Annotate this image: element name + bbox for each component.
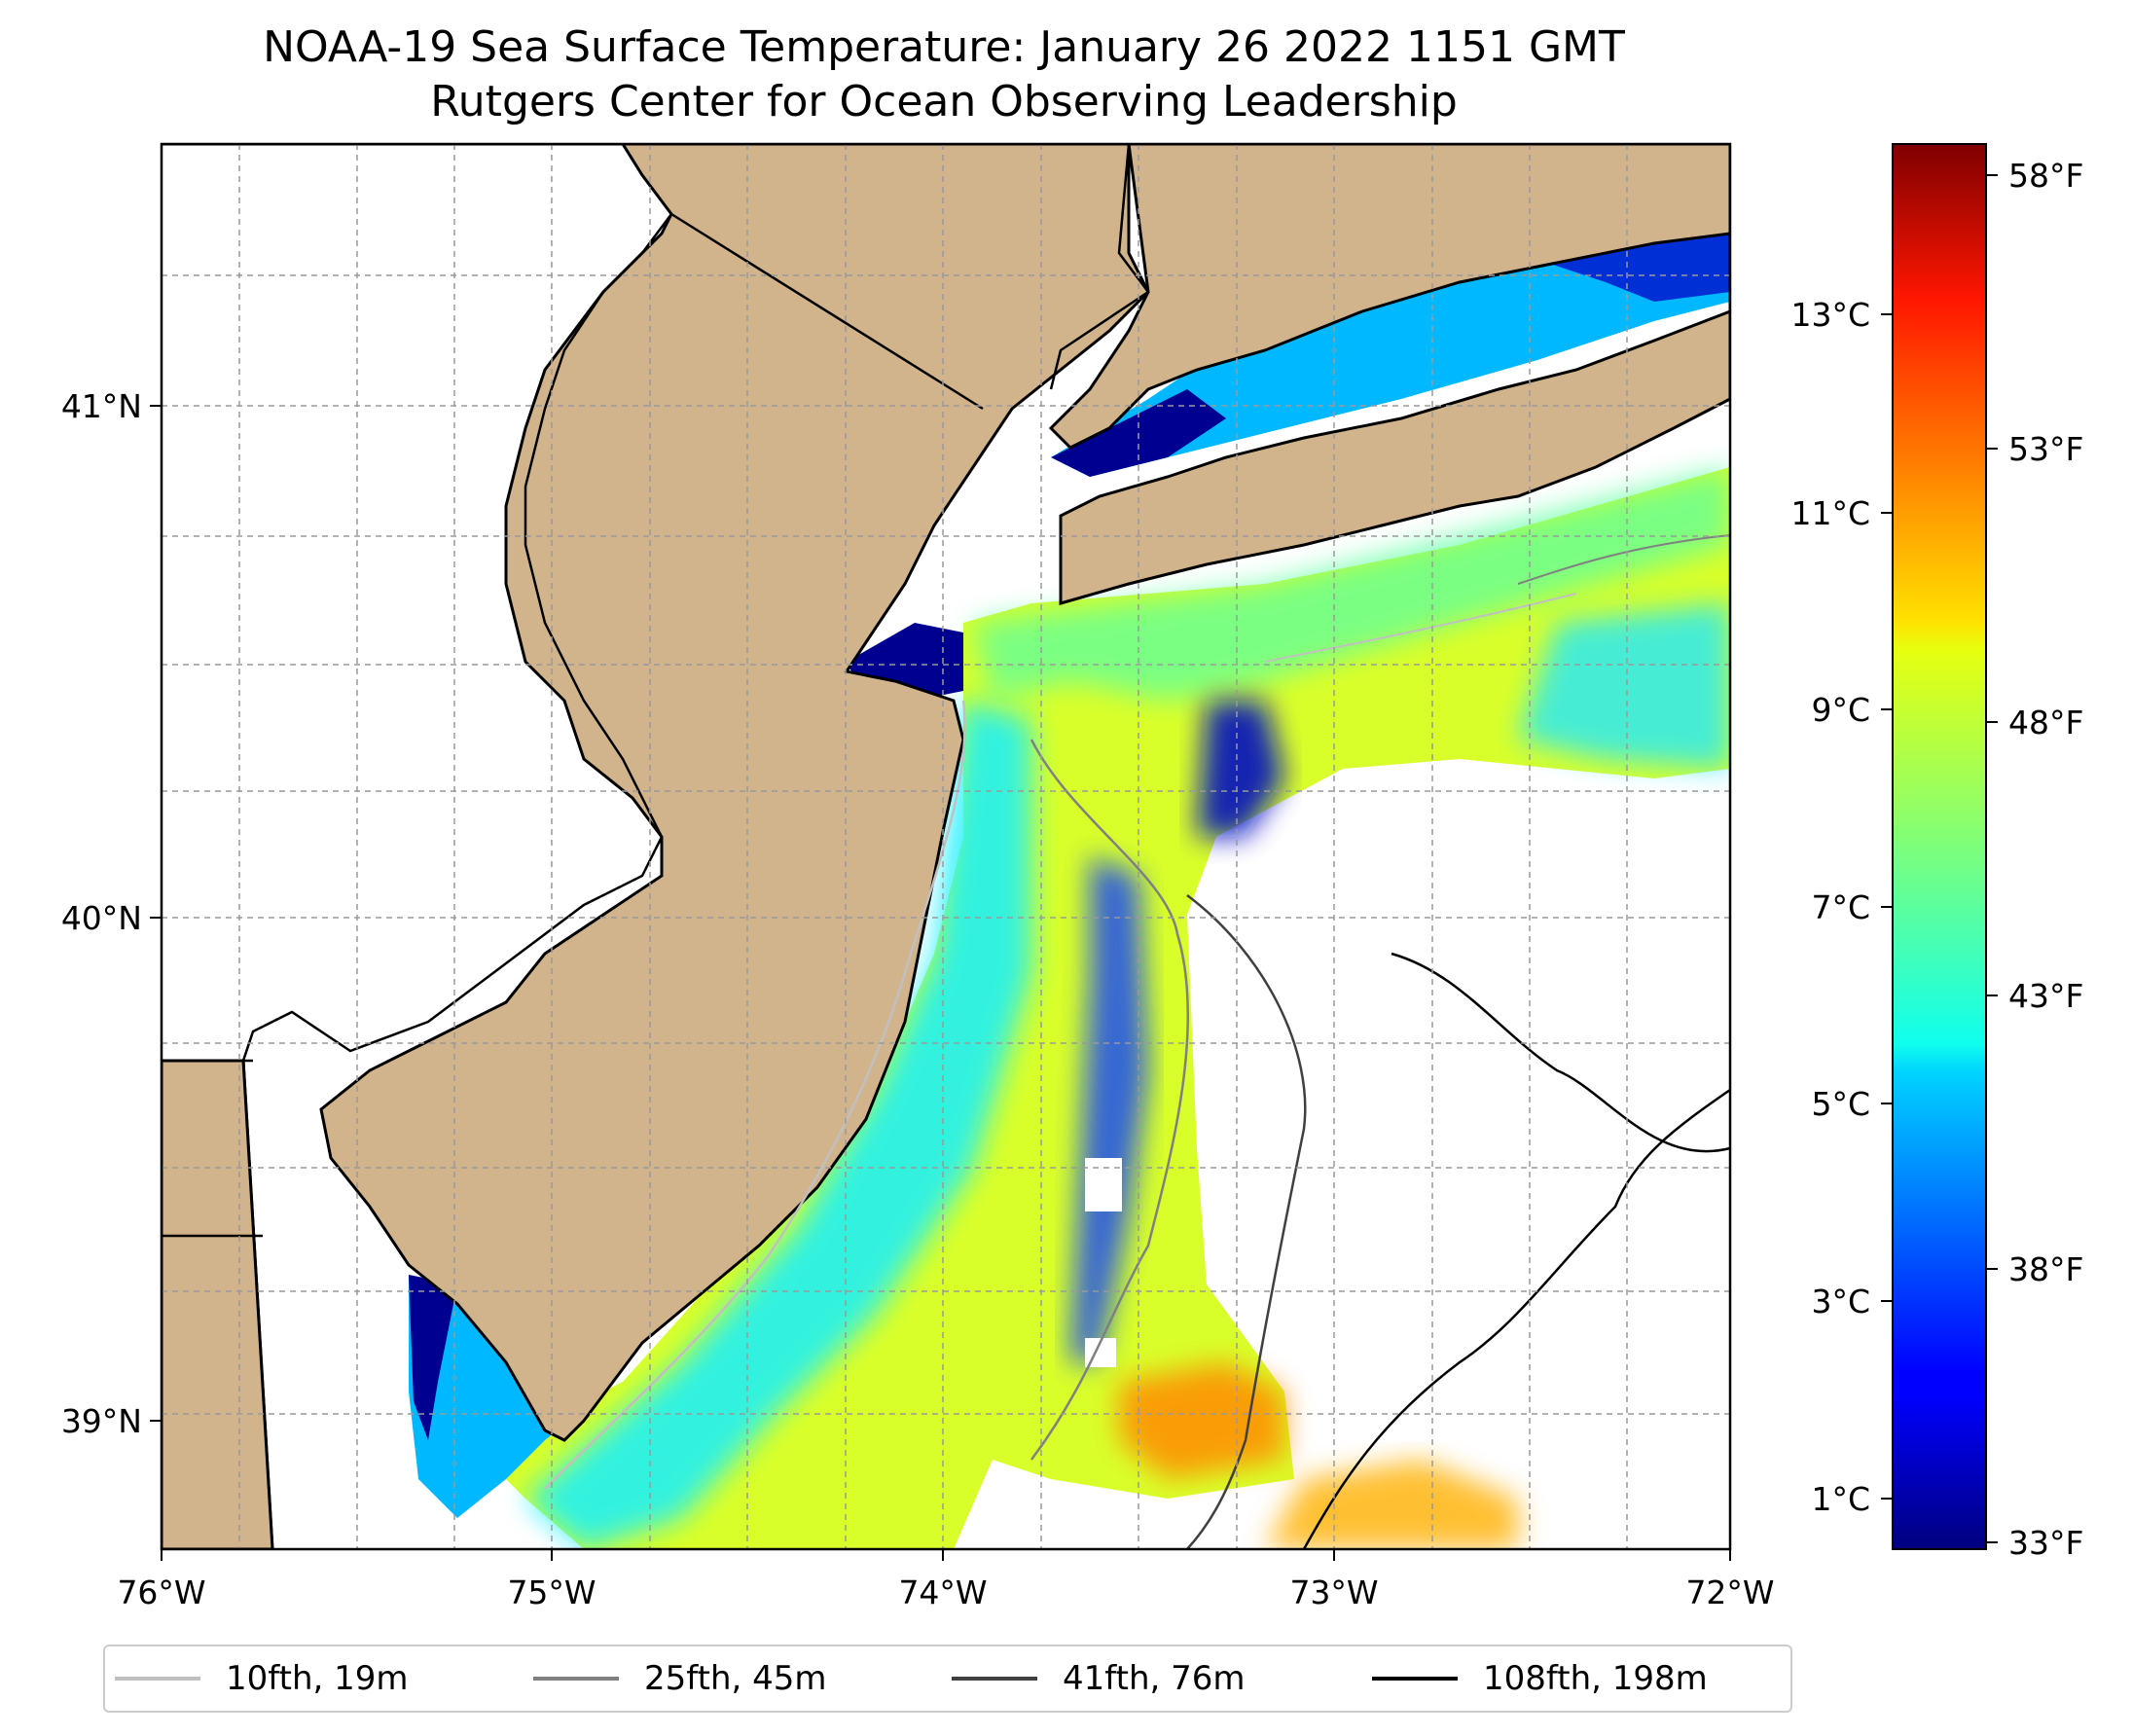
gridlines [162, 144, 1730, 1549]
contour-45m [1030, 739, 1190, 1461]
contour-198m [1302, 1088, 1730, 1549]
colorbar-c-7: 7°C [1811, 888, 1870, 926]
colorbar-c-13: 13°C [1790, 296, 1870, 334]
lon-label-74w: 74°W [898, 1573, 987, 1611]
lon-label-72w: 72°W [1685, 1573, 1774, 1611]
legend-label: 108fth, 198m [1483, 1659, 1708, 1698]
land [162, 144, 1730, 1549]
depth-contour-legend: 10fth, 19m 25fth, 45m 41fth, 76m 108fth,… [103, 1645, 1792, 1713]
lon-label-73w: 73°W [1289, 1573, 1378, 1611]
colorbar-f-48: 48°F [2008, 704, 2083, 741]
legend-label: 41fth, 76m [1063, 1659, 1246, 1698]
legend-item-45m: 25fth, 45m [533, 1646, 827, 1711]
chart-subtitle: Rutgers Center for Ocean Observing Leade… [430, 77, 1458, 127]
contour-76m [1186, 894, 1307, 1549]
colorbar-f-38: 38°F [2008, 1250, 2083, 1288]
map-plot-area [162, 144, 1730, 1549]
contour-19m [544, 700, 966, 1490]
lat-label-40n: 40°N [61, 899, 142, 937]
legend-swatch [1372, 1677, 1458, 1681]
chart-title: NOAA-19 Sea Surface Temperature: January… [263, 22, 1625, 72]
colorbar [1892, 143, 1987, 1550]
colorbar-fahrenheit-ticks [1986, 174, 1998, 1543]
legend-label: 25fth, 45m [644, 1659, 827, 1698]
colorbar-c-11: 11°C [1790, 494, 1870, 532]
colorbar-f-33: 33°F [2008, 1524, 2083, 1562]
axis-ticks [150, 405, 1731, 1561]
colorbar-f-58: 58°F [2008, 157, 2083, 195]
colorbar-c-1: 1°C [1811, 1480, 1870, 1518]
colorbar-c-5: 5°C [1811, 1085, 1870, 1123]
plot-frame [160, 142, 1732, 1551]
lat-label-39n: 39°N [61, 1402, 142, 1440]
colorbar-c-3: 3°C [1811, 1283, 1870, 1320]
legend-item-198m: 108fth, 198m [1372, 1646, 1708, 1711]
colorbar-c-9: 9°C [1811, 691, 1870, 729]
legend-item-76m: 41fth, 76m [952, 1646, 1246, 1711]
legend-item-19m: 10fth, 19m [115, 1646, 409, 1711]
lon-label-76w: 76°W [117, 1573, 205, 1611]
colorbar-f-53: 53°F [2008, 430, 2083, 468]
colorbar-celsius-ticks [1881, 313, 1893, 1500]
legend-label: 10fth, 19m [226, 1659, 409, 1698]
legend-swatch [533, 1677, 619, 1681]
lat-label-41n: 41°N [61, 387, 142, 425]
legend-swatch [952, 1677, 1037, 1681]
legend-swatch [115, 1677, 200, 1681]
lon-label-75w: 75°W [507, 1573, 596, 1611]
bathymetry-contours [544, 534, 1730, 1549]
colorbar-f-43: 43°F [2008, 977, 2083, 1015]
